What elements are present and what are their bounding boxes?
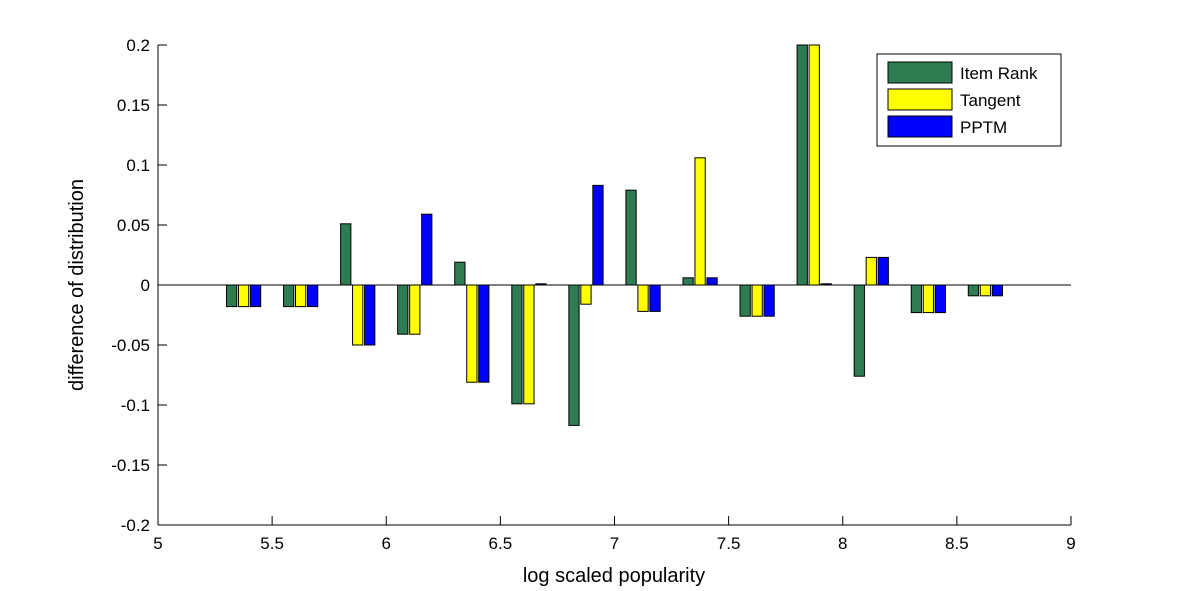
bar-tangent — [580, 284, 592, 305]
bar-pptm — [307, 284, 319, 308]
bar-item-rank — [625, 189, 637, 286]
bar-pptm — [763, 284, 775, 317]
legend: Item Rank Tangent PPTM — [876, 53, 1062, 147]
bar-tangent — [979, 284, 992, 297]
legend-label: Tangent — [960, 91, 1021, 110]
bar-item-rank — [796, 44, 808, 286]
bar-item-rank — [739, 284, 751, 317]
legend-label: Item Rank — [960, 64, 1038, 83]
bar-item-rank — [568, 284, 580, 426]
bar-item-rank — [910, 284, 922, 314]
bar-tangent — [409, 284, 421, 335]
bar-tangent — [922, 284, 934, 314]
y-tick-label: -0.05 — [111, 336, 150, 355]
y-tick-label: -0.2 — [121, 516, 150, 535]
bar-tangent — [808, 44, 820, 286]
bar-pptm — [478, 284, 490, 383]
x-tick-label: 5 — [153, 534, 162, 553]
bar-tangent — [523, 284, 535, 405]
bar-item-rank — [454, 261, 466, 286]
x-tick-label: 5.5 — [260, 534, 284, 553]
bar-tangent — [694, 157, 706, 286]
y-tick-label: 0 — [141, 276, 150, 295]
y-tick-label: -0.15 — [111, 456, 150, 475]
bar-tangent — [637, 284, 649, 312]
y-tick-label: 0.2 — [126, 36, 150, 55]
bar-pptm — [706, 277, 718, 286]
bar-item-rank — [853, 284, 865, 377]
y-tick-label: 0.05 — [117, 216, 150, 235]
bar-pptm — [991, 284, 1004, 297]
bar-pptm — [364, 284, 376, 346]
y-tick-label: 0.1 — [126, 156, 150, 175]
x-tick-label: 7.5 — [717, 534, 741, 553]
legend-swatch — [887, 115, 953, 138]
legend-swatch — [887, 88, 953, 111]
bar-pptm — [934, 284, 946, 314]
bar-item-rank — [967, 284, 980, 297]
bar-tangent — [352, 284, 364, 346]
x-tick-label: 8 — [838, 534, 847, 553]
bar-pptm — [649, 284, 661, 312]
legend-label: PPTM — [960, 118, 1007, 137]
bar-pptm — [421, 213, 433, 286]
bar-item-rank — [340, 223, 352, 286]
bar-item-rank — [682, 277, 694, 286]
y-tick-label: -0.1 — [121, 396, 150, 415]
bar-item-rank — [283, 284, 295, 308]
x-tick-label: 7 — [610, 534, 619, 553]
bar-item-rank — [397, 284, 409, 335]
bar-tangent — [466, 284, 478, 383]
y-axis-title: difference of distribution — [66, 179, 88, 391]
x-tick-label: 8.5 — [945, 534, 969, 553]
bar-tangent — [237, 284, 250, 308]
bar-tangent — [751, 284, 763, 317]
axes-group: 5 5.5 6 6.5 7 7.5 8 8.5 9 -0.2 -0.15 -0.1 -0.05 0 0.05… — [111, 36, 1075, 553]
bar-tangent — [295, 284, 307, 308]
bar-item-rank — [511, 284, 523, 405]
bar-item-rank — [225, 284, 238, 308]
legend-swatch — [887, 61, 953, 84]
x-tick-label: 6.5 — [489, 534, 513, 553]
x-axis-title: log scaled popularity — [523, 565, 705, 587]
y-tick-label: 0.15 — [117, 96, 150, 115]
x-tick-label: 6 — [382, 534, 391, 553]
x-tick-label: 9 — [1066, 534, 1075, 553]
bar-pptm — [249, 284, 262, 308]
bar-pptm — [592, 184, 604, 286]
bar-pptm — [877, 256, 889, 286]
bar-tangent — [865, 256, 877, 286]
